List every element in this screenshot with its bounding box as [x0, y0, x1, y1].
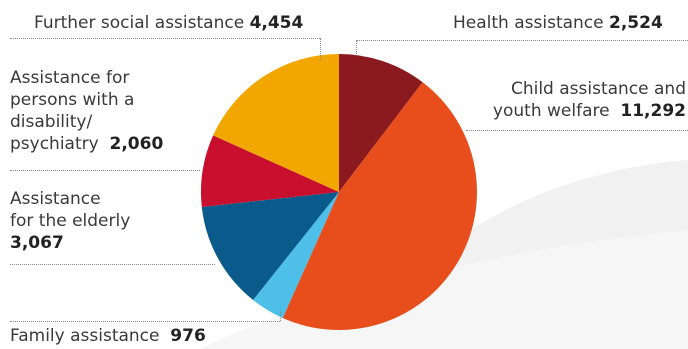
label-health-assistance: Health assistance 2,524	[453, 12, 663, 34]
label-text: persons with a	[10, 90, 135, 110]
pie-slice-health	[339, 54, 423, 192]
value-health-assistance: 2,524	[609, 13, 663, 33]
leader-health-drop	[356, 40, 357, 54]
label-text: Assistance	[10, 189, 101, 209]
label-text: disability/	[10, 112, 93, 132]
label-text: Assistance for	[10, 68, 130, 88]
value-child-assistance: 11,292	[620, 101, 686, 121]
label-elderly-assistance: Assistance for the elderly 3,067	[10, 188, 130, 254]
label-further-social-assistance: Further social assistance 4,454	[34, 12, 303, 34]
leader-elderly	[10, 264, 215, 265]
value-further-social-assistance: 4,454	[249, 13, 304, 33]
label-text: youth welfare	[492, 101, 610, 121]
value-elderly-assistance: 3,067	[10, 233, 64, 253]
label-text: for the elderly	[10, 211, 131, 231]
leader-family-rise	[280, 310, 281, 321]
label-child-assistance: Child assistance and youth welfare 11,29…	[493, 78, 686, 122]
leader-further	[10, 38, 320, 39]
pie-slice-elderly	[201, 192, 339, 301]
pie-slice-disability	[200, 135, 339, 207]
leader-disability	[10, 170, 200, 171]
label-disability-assistance: Assistance for persons with a disability…	[10, 67, 163, 155]
pie-slice-child	[282, 82, 477, 330]
label-text: Health assistance	[453, 13, 604, 33]
leader-family	[10, 321, 280, 322]
label-text: Family assistance	[10, 326, 160, 346]
pie-slice-family	[253, 192, 339, 318]
pie-slice-further	[213, 53, 339, 192]
value-family-assistance: 976	[170, 326, 206, 346]
label-family-assistance: Family assistance 976	[10, 325, 206, 347]
leader-health	[356, 40, 688, 41]
leader-child	[466, 130, 688, 131]
label-text: Further social assistance	[34, 13, 245, 33]
value-disability-assistance: 2,060	[109, 134, 164, 154]
leader-further-drop	[320, 38, 321, 60]
label-text: psychiatry	[10, 134, 99, 154]
label-text: Child assistance and	[510, 79, 686, 99]
